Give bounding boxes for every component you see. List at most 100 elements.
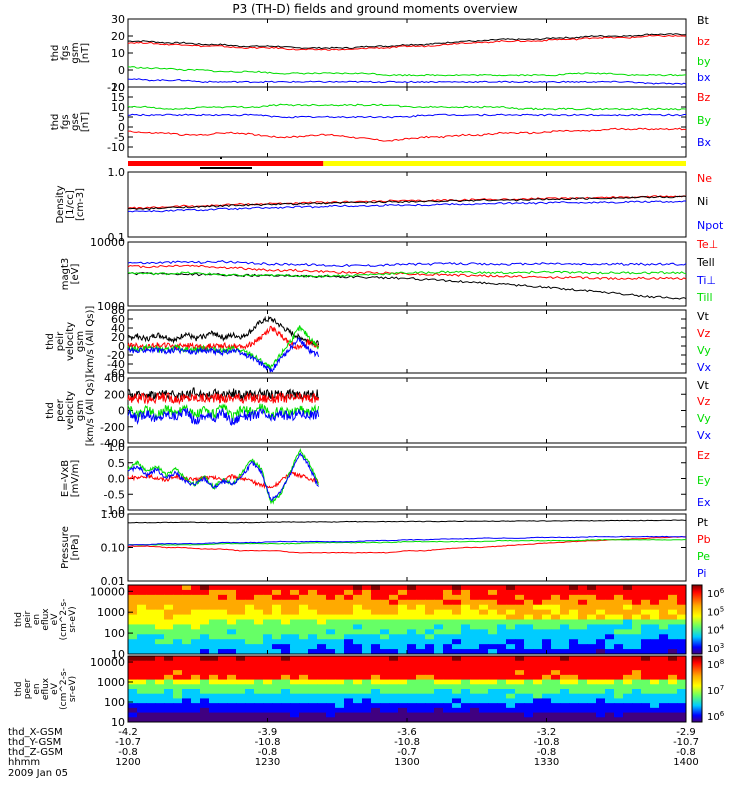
spectro-cell	[209, 717, 219, 723]
spectro-cell	[236, 689, 246, 695]
spectro-cell	[632, 594, 642, 601]
spectro-cell	[497, 585, 507, 591]
spectro-cell	[272, 634, 282, 640]
spectro-cell	[515, 609, 525, 616]
spectro-cell	[308, 656, 318, 662]
spectro-cell	[569, 619, 579, 625]
spectro-cell	[308, 698, 318, 704]
spectro-cell	[245, 604, 255, 611]
y-tick-label: -40	[107, 358, 125, 371]
spectro-cell	[596, 670, 606, 676]
y-tick-label: -10	[107, 81, 125, 94]
spectro-cell	[488, 604, 498, 611]
spectro-cell	[560, 684, 570, 690]
spectro-cell	[245, 649, 255, 655]
spectro-cell	[317, 624, 327, 630]
spectro-cell	[200, 594, 210, 601]
spectro-cell	[335, 712, 345, 718]
spectro-cell	[398, 624, 408, 630]
spectro-cell	[173, 599, 183, 606]
spectro-cell	[596, 629, 606, 635]
spectro-cell	[308, 594, 318, 601]
spectro-cell	[668, 660, 678, 666]
spectro-cell	[290, 698, 300, 704]
spectro-cell	[641, 674, 651, 681]
spectro-cell	[677, 589, 687, 596]
spectro-cell	[434, 594, 444, 601]
spectro-cell	[623, 679, 633, 685]
spectro-cell	[542, 624, 552, 630]
spectro-cell	[461, 707, 471, 714]
spectro-cell	[524, 629, 534, 635]
y-tick-label: 200	[104, 388, 125, 401]
spectro-cell	[164, 644, 174, 650]
spectro-cell	[281, 614, 291, 620]
spectro-cell	[362, 679, 372, 685]
spectro-cell	[614, 656, 624, 662]
spectro-cell	[551, 614, 561, 620]
spectro-cell	[650, 693, 660, 699]
spectro-cell	[299, 644, 309, 650]
y-tick-label: 1.0	[108, 166, 126, 179]
spectro-cell	[461, 656, 471, 662]
spectro-cell	[344, 644, 354, 650]
spectro-cell	[128, 707, 138, 714]
spectro-cell	[308, 693, 318, 699]
spectro-cell	[227, 693, 237, 699]
spectro-cell	[146, 684, 156, 690]
spectro-cell	[479, 634, 489, 640]
spectro-cell	[605, 634, 615, 640]
spectro-cell	[218, 649, 228, 655]
legend-Ni: Ni	[697, 195, 708, 208]
spectro-cell	[146, 665, 156, 671]
spectro-cell	[398, 639, 408, 645]
spectro-cell	[254, 594, 264, 601]
spectro-cell	[551, 707, 561, 714]
spectro-cell	[371, 717, 381, 723]
spectro-cell	[551, 689, 561, 695]
spectro-cell	[209, 644, 219, 650]
spectro-cell	[407, 649, 417, 655]
spectro-cell	[470, 660, 480, 666]
spectro-cell	[659, 629, 669, 635]
spectro-cell	[596, 656, 606, 662]
spectro-cell	[506, 585, 516, 591]
spectro-cell	[281, 712, 291, 718]
spectro-cell	[596, 717, 606, 723]
spectro-cell	[632, 649, 642, 655]
spectro-cell	[344, 660, 354, 666]
spectro-cell	[632, 634, 642, 640]
spectro-cell	[191, 649, 201, 655]
spectro-cell	[407, 712, 417, 718]
spectro-cell	[605, 679, 615, 685]
spectro-cell	[245, 634, 255, 640]
spectro-cell	[425, 693, 435, 699]
spectro-cell	[218, 674, 228, 681]
spectro-cell	[542, 684, 552, 690]
spectro-cell	[443, 589, 453, 596]
spectro-cell	[479, 599, 489, 606]
spectro-cell	[470, 609, 480, 616]
spectro-cell	[317, 614, 327, 620]
spectro-cell	[524, 649, 534, 655]
spectro-cell	[137, 639, 147, 645]
spectro-cell	[452, 703, 462, 709]
spectro-cell	[488, 609, 498, 616]
spectro-cell	[497, 707, 507, 714]
spectro-cell	[191, 604, 201, 611]
spectro-cell	[551, 619, 561, 625]
spectro-cell	[191, 698, 201, 704]
spectro-cell	[443, 585, 453, 591]
orbit-row-value: -2.9	[676, 727, 696, 738]
spectro-cell	[227, 712, 237, 718]
legend-Till: Till	[696, 291, 713, 304]
spectro-cell	[650, 634, 660, 640]
series-line-Till	[127, 270, 687, 278]
spectro-cell	[515, 689, 525, 695]
spectro-cell	[155, 639, 165, 645]
spectro-cell	[416, 707, 426, 714]
spectro-cell	[596, 689, 606, 695]
spectro-cell	[281, 599, 291, 606]
spectro-cell	[263, 656, 273, 662]
